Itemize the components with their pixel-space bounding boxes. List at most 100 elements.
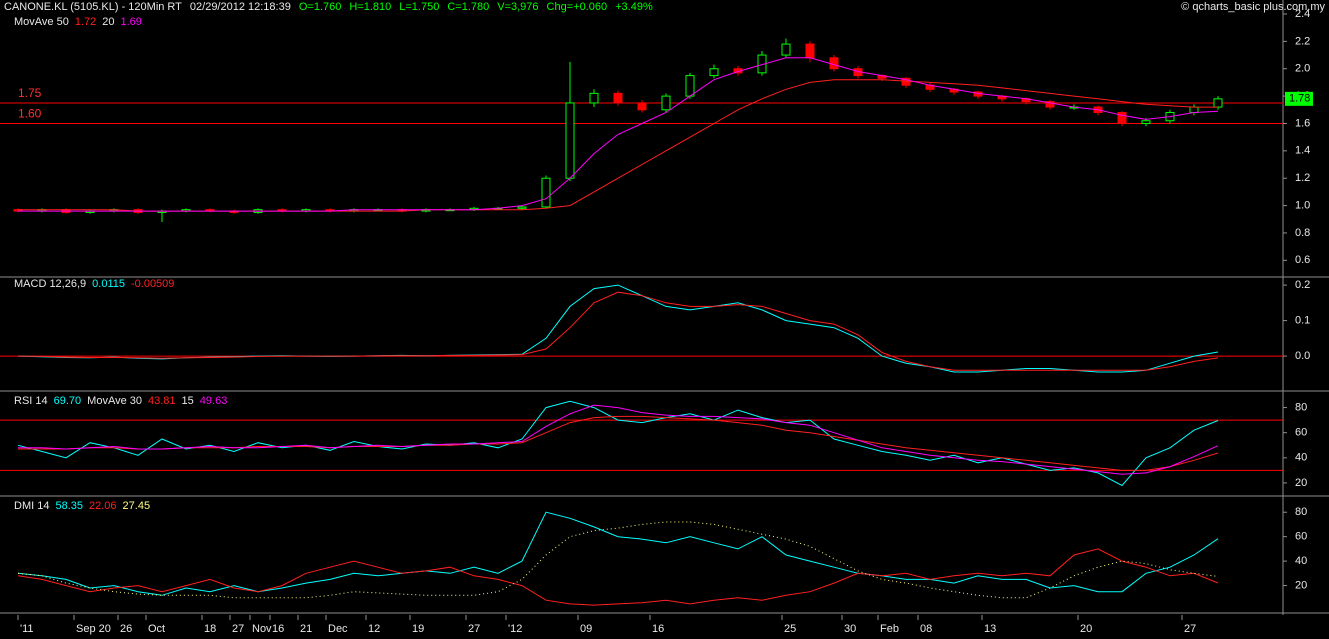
y-tick-label: 0.2 — [1295, 279, 1310, 291]
copyright: © qcharts_basic plus.com.my — [1181, 1, 1325, 13]
x-tick-label: 09 — [580, 623, 592, 635]
x-tick-label: Feb — [880, 623, 899, 635]
series-line — [17, 291, 1219, 371]
legend-value: 1.69 — [121, 16, 142, 28]
y-tick-label: 1.4 — [1295, 145, 1310, 157]
legend-value: 0.0115 — [92, 278, 125, 290]
candle-body — [709, 68, 719, 77]
series-line — [17, 511, 1219, 596]
legend-name: 20 — [102, 16, 114, 28]
y-tick-label: 2.0 — [1295, 63, 1310, 75]
last-price-label: 1.78 — [1289, 93, 1310, 105]
x-tick-label: 16 — [652, 623, 664, 635]
candle-body — [517, 206, 527, 209]
legend-value: 69.70 — [54, 395, 82, 407]
x-tick-label: Oct — [148, 623, 165, 635]
y-tick-label: 1.6 — [1295, 117, 1310, 129]
candle-body — [1141, 120, 1151, 124]
candle-body — [613, 92, 623, 104]
change: Chg=+0.060 — [547, 1, 608, 13]
legend-value: 22.06 — [89, 500, 117, 512]
close: C=1.780 — [447, 1, 489, 13]
last-price-box — [1285, 91, 1313, 106]
x-tick-label: 13 — [984, 623, 996, 635]
x-tick-label: 19 — [412, 623, 424, 635]
y-tick-label: 20 — [1295, 579, 1307, 591]
candle-body — [637, 102, 647, 111]
x-tick-label: 25 — [784, 623, 796, 635]
open: O=1.760 — [299, 1, 342, 13]
candle-body — [1189, 106, 1199, 114]
candle-body — [1213, 98, 1223, 108]
x-tick-label: 27 — [1184, 623, 1196, 635]
header: CANONE.KL (5105.KL) - 120Min RT 02/29/20… — [4, 1, 653, 13]
candle-body — [565, 102, 575, 179]
x-tick-label: 12 — [368, 623, 380, 635]
y-tick-label: 0.1 — [1295, 314, 1310, 326]
candle-body — [1045, 101, 1055, 108]
y-tick-label: 2.2 — [1295, 35, 1310, 47]
y-tick-label: 0.8 — [1295, 227, 1310, 239]
y-tick-label: 1.0 — [1295, 199, 1310, 211]
series-line — [17, 400, 1219, 487]
high: H=1.810 — [349, 1, 391, 13]
x-tick-label: 16 — [272, 623, 284, 635]
percent: +3.49% — [615, 1, 653, 13]
x-tick-label: 26 — [120, 623, 132, 635]
datetime: 02/29/2012 12:18:39 — [190, 1, 291, 13]
legend-value: -0.00509 — [131, 278, 174, 290]
y-tick-label: 80 — [1295, 506, 1307, 518]
x-tick-label: 08 — [920, 623, 932, 635]
x-tick-label: 18 — [204, 623, 216, 635]
x-tick-label: Sep 20 — [76, 623, 111, 635]
x-tick-label: '12 — [508, 623, 522, 635]
candle-body — [589, 92, 599, 104]
candle-body — [781, 43, 791, 56]
x-tick-label: '11 — [20, 623, 34, 635]
y-tick-label: 80 — [1295, 401, 1307, 413]
legend-value: 1.72 — [75, 16, 96, 28]
candle-body — [541, 177, 551, 208]
candle-body — [1117, 112, 1127, 124]
y-tick-label: 40 — [1295, 555, 1307, 567]
series-line — [18, 57, 1219, 212]
legend-value: 49.63 — [200, 395, 228, 407]
y-tick-label: 0.6 — [1295, 254, 1310, 266]
low: L=1.750 — [399, 1, 439, 13]
x-tick-label: 27 — [232, 623, 244, 635]
volume: V=3,976 — [497, 1, 538, 13]
y-tick-label: 60 — [1295, 531, 1307, 543]
y-tick-label: 40 — [1295, 452, 1307, 464]
legend-name: MovAve 50 — [14, 16, 69, 28]
candle-body — [661, 95, 671, 111]
x-tick-label: 27 — [468, 623, 480, 635]
x-tick-label: Dec — [328, 623, 348, 635]
series-line — [18, 404, 1219, 475]
legend-value: 43.81 — [148, 395, 176, 407]
x-tick-label: 20 — [1080, 623, 1092, 635]
candle-body — [829, 57, 839, 70]
y-tick-label: 20 — [1295, 477, 1307, 489]
y-tick-label: 1.2 — [1295, 172, 1310, 184]
legend-value: 58.35 — [55, 500, 83, 512]
symbol: CANONE.KL (5105.KL) - 120Min RT — [4, 1, 182, 13]
level-label: 1.60 — [18, 107, 42, 121]
y-tick-label: 2.4 — [1295, 8, 1310, 20]
level-label: 1.75 — [18, 86, 42, 100]
panel-title: MACD 12,26,9 — [14, 278, 86, 290]
panel-title: RSI 14 — [14, 395, 48, 407]
y-tick-label: 60 — [1295, 427, 1307, 439]
x-tick-label: 30 — [844, 623, 856, 635]
legend-name: MovAve 30 — [87, 395, 142, 407]
y-tick-label: 0.0 — [1295, 350, 1310, 362]
x-tick-label: 21 — [300, 623, 312, 635]
candle-body — [805, 43, 815, 59]
legend-value: 27.45 — [123, 500, 151, 512]
series-line — [18, 415, 1219, 471]
candle-body — [685, 75, 695, 97]
x-tick-label: Nov — [252, 623, 272, 635]
series-line — [17, 548, 1219, 606]
series-line — [17, 521, 1219, 599]
